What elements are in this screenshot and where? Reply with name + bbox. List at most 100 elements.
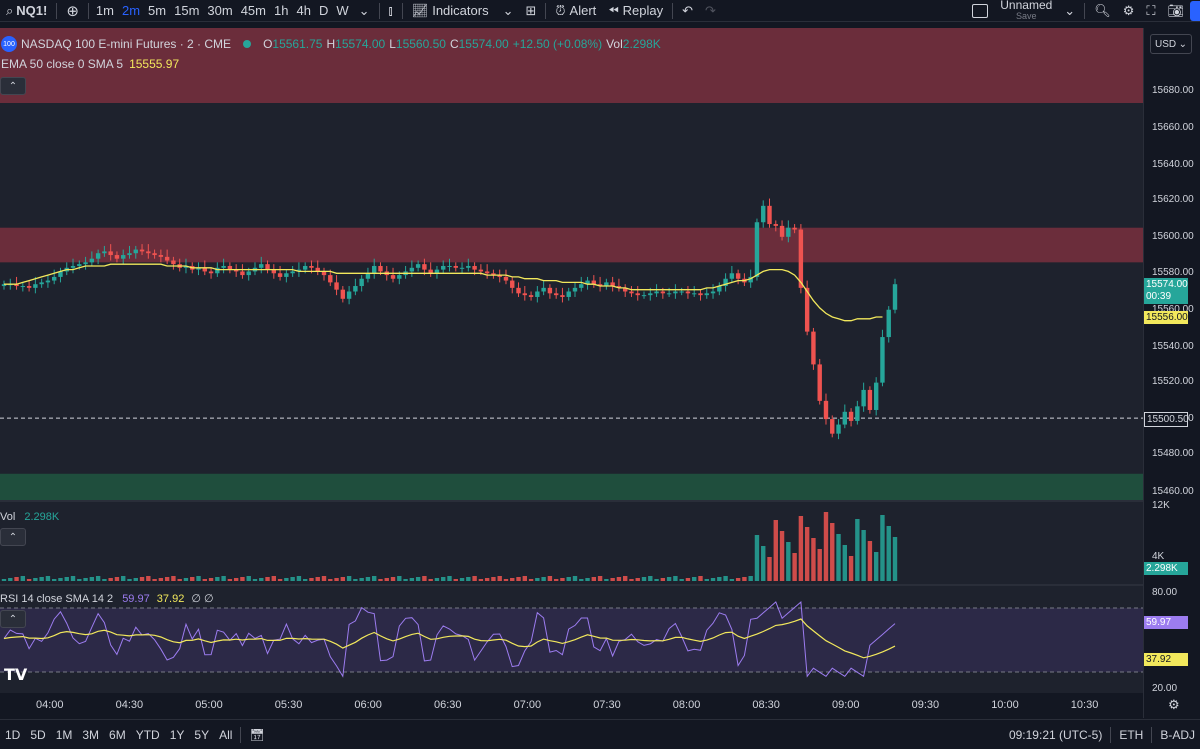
publish-button[interactable]: [1190, 0, 1200, 21]
settings-button[interactable]: ⚙: [1117, 0, 1141, 22]
interval-1h[interactable]: 1h: [274, 3, 289, 18]
candle-body: [271, 269, 277, 274]
candle-body: [77, 264, 82, 266]
candle-body: [735, 273, 741, 279]
volume-bar: [265, 577, 270, 581]
interval-15m[interactable]: 15m: [174, 3, 200, 18]
goto-date-button[interactable]: 📅︎: [244, 728, 269, 742]
magnify-icon: 🔍︎: [1094, 2, 1111, 18]
templates-button[interactable]: ⊞: [519, 0, 542, 22]
volume-bar: [610, 578, 615, 581]
time-axis[interactable]: 04:00 04:30 05:00 05:30 06:00 06:30 07:00 07:30…: [0, 693, 1143, 718]
close-label: C: [449, 37, 459, 51]
fullscreen-icon: ⛶: [1146, 2, 1156, 18]
volume-bar: [89, 577, 95, 581]
price-chart[interactable]: [0, 28, 1143, 693]
interval-2m[interactable]: 2m: [121, 3, 141, 18]
range-all[interactable]: All: [219, 727, 233, 742]
interval-dropdown[interactable]: ⌄: [353, 0, 376, 22]
replay-button[interactable]: ⏪︎ Replay: [602, 0, 669, 22]
candle-body: [873, 382, 879, 410]
candle-body: [290, 271, 295, 274]
alert-button[interactable]: ⏰︎ Alert: [549, 0, 602, 22]
quick-search-button[interactable]: 🔍︎: [1088, 0, 1117, 22]
plus-circle-icon: ⊕: [66, 2, 79, 20]
layout-dropdown[interactable]: ⌄: [1058, 0, 1081, 22]
candle-body: [121, 255, 126, 259]
price-tick: 15680.00: [1152, 85, 1194, 96]
adjust-button[interactable]: B-ADJ: [1160, 727, 1195, 742]
axis-settings-button[interactable]: ⚙: [1168, 697, 1180, 713]
undo-button[interactable]: ↶: [676, 0, 699, 22]
volume-bar: [365, 577, 371, 581]
session-button[interactable]: ETH: [1119, 727, 1144, 742]
interval-d[interactable]: D: [318, 3, 329, 18]
last-price-tag: 15574.00 00:39: [1144, 278, 1188, 304]
candle-body: [321, 271, 327, 276]
time-tick: 08:30: [752, 699, 780, 711]
candle-body: [158, 255, 164, 257]
price-axis[interactable]: USD ⌄ 15680.00 15660.00 15640.00 15620.00 15…: [1143, 28, 1200, 718]
layout-name-button[interactable]: Unnamed Save: [994, 0, 1058, 22]
volume-bar: [26, 579, 32, 581]
range-6m[interactable]: 6M: [109, 727, 126, 742]
snapshot-button[interactable]: 📷︎: [1161, 0, 1190, 22]
layout-checkbox[interactable]: [966, 0, 994, 22]
candle-body: [51, 276, 57, 281]
volume-bar: [804, 527, 810, 581]
compare-button[interactable]: ⊕: [60, 0, 85, 22]
chart-type-button[interactable]: ⫾: [383, 0, 399, 22]
volume-bar: [428, 579, 433, 581]
candle-body: [717, 286, 722, 292]
rewind-icon: ⏪︎: [608, 2, 619, 18]
candle-body: [622, 287, 628, 292]
ema-legend: EMA 50 close 0 SMA 5 15555.97: [0, 57, 179, 71]
open-label: O: [263, 37, 273, 51]
range-5d[interactable]: 5D: [30, 727, 46, 742]
volume-bar: [14, 577, 19, 581]
range-5y[interactable]: 5Y: [194, 727, 210, 742]
redo-button[interactable]: ↷: [699, 0, 722, 22]
volume-bar: [127, 579, 132, 581]
calendar-icon: 📅︎: [249, 727, 265, 742]
interval-30m[interactable]: 30m: [207, 3, 233, 18]
ema-value: 15555.97: [129, 57, 180, 71]
volume-bar: [139, 577, 145, 581]
candle-body: [848, 411, 854, 421]
candle-body: [89, 258, 95, 263]
interval-5m[interactable]: 5m: [148, 3, 167, 18]
volume-bar: [867, 541, 873, 581]
indicators-button[interactable]: 📈︎ Indicators ⌄: [406, 0, 520, 22]
volume-bar: [811, 538, 816, 581]
interval-45m[interactable]: 45m: [240, 3, 266, 18]
range-ytd[interactable]: YTD: [135, 727, 160, 742]
volume-bar: [315, 577, 320, 581]
symbol-search[interactable]: ⌕ NQ1!: [0, 0, 53, 22]
layout-name: Unnamed: [1000, 0, 1053, 12]
gear-icon: ⚙: [1122, 2, 1135, 18]
currency-selector[interactable]: USD ⌄: [1150, 34, 1192, 54]
volume-bar: [146, 576, 151, 581]
range-1d[interactable]: 1D: [5, 727, 21, 742]
fullscreen-button[interactable]: ⛶: [1140, 0, 1161, 22]
interval-w[interactable]: W: [336, 3, 349, 18]
range-1m[interactable]: 1M: [55, 727, 73, 742]
collapse-legend-button[interactable]: ⌃: [0, 77, 26, 95]
range-3m[interactable]: 3M: [82, 727, 100, 742]
interval-4h[interactable]: 4h: [296, 3, 311, 18]
volume-bar: [302, 579, 308, 581]
interval-1m[interactable]: 1m: [95, 3, 114, 18]
range-1y[interactable]: 1Y: [169, 727, 185, 742]
candle-body: [892, 284, 898, 310]
collapse-volume-button[interactable]: ⌃: [0, 528, 26, 546]
candle-body: [208, 271, 214, 274]
candle-body: [491, 273, 496, 276]
symbol-title: NASDAQ 100 E-mini Futures · 2 · CME: [21, 37, 232, 51]
chevron-up-icon: ⌃: [8, 613, 18, 625]
range-list: 1D 5D 1M 3M 6M YTD 1Y 5Y All: [0, 728, 237, 742]
candle-body: [641, 295, 647, 297]
volume-bar: [666, 577, 672, 581]
collapse-rsi-button[interactable]: ⌃: [0, 610, 26, 628]
clock-button[interactable]: 09:19:21 (UTC-5): [1008, 727, 1103, 742]
camera-icon: 📷︎: [1167, 2, 1184, 18]
